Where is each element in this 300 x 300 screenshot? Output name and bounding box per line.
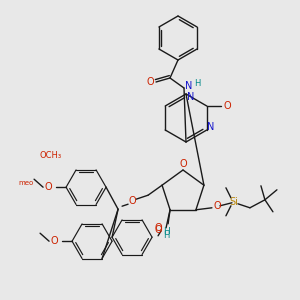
Text: H: H bbox=[194, 79, 200, 88]
Text: O: O bbox=[50, 236, 58, 246]
Text: N: N bbox=[187, 92, 195, 102]
Text: OCH₃: OCH₃ bbox=[40, 151, 62, 160]
Text: O: O bbox=[44, 182, 52, 192]
Text: O: O bbox=[213, 201, 221, 211]
Text: O: O bbox=[224, 101, 232, 111]
Text: O: O bbox=[128, 196, 136, 206]
Text: O: O bbox=[179, 159, 187, 169]
Text: Si: Si bbox=[230, 197, 238, 207]
Text: O: O bbox=[154, 223, 162, 233]
Text: H: H bbox=[163, 231, 169, 240]
Text: N: N bbox=[185, 81, 193, 91]
Text: O: O bbox=[146, 77, 154, 87]
Text: O: O bbox=[154, 225, 162, 235]
Text: meo: meo bbox=[19, 180, 34, 186]
Text: H: H bbox=[163, 227, 170, 236]
Text: N: N bbox=[207, 122, 214, 132]
